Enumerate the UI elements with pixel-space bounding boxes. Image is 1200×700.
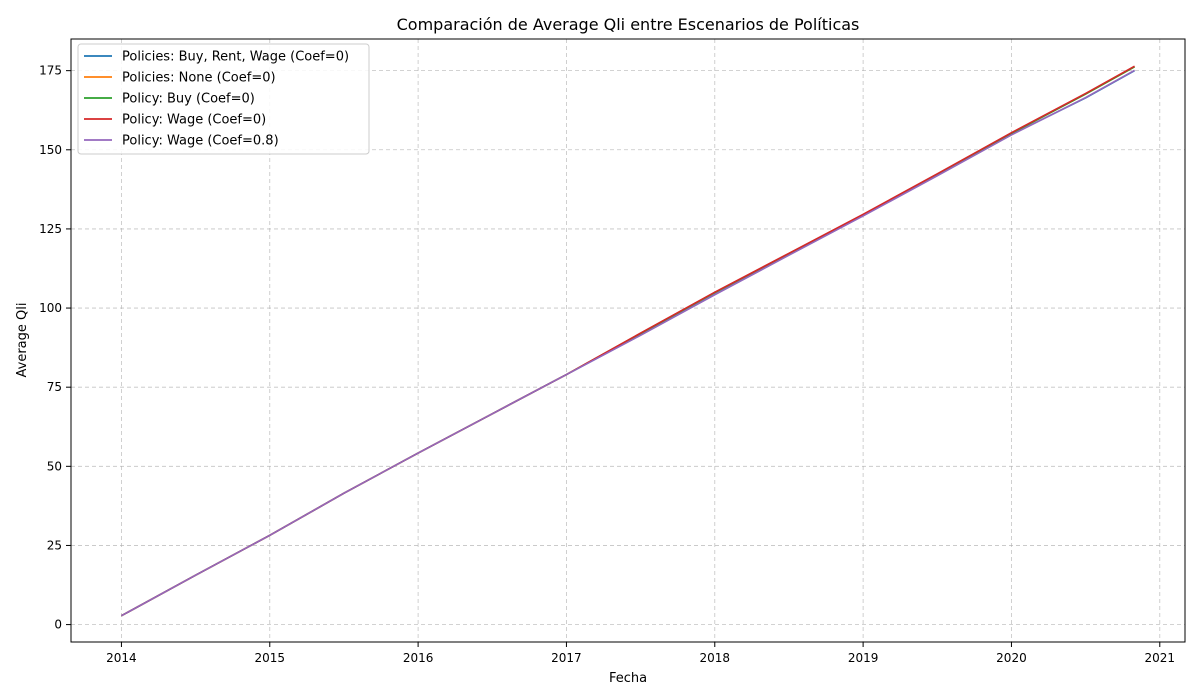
legend-label-5: Policy: Wage (Coef=0.8): [122, 134, 279, 149]
legend-label-4: Policy: Wage (Coef=0): [122, 113, 266, 128]
y-tick-label: 100: [39, 301, 62, 315]
x-tick-label: 2021: [1145, 651, 1176, 665]
y-tick-label: 50: [47, 459, 62, 473]
legend-label-2: Policies: None (Coef=0): [122, 71, 276, 86]
x-tick-label: 2020: [996, 651, 1027, 665]
y-tick-label: 175: [39, 64, 62, 78]
series-line-5: [121, 69, 1135, 617]
x-tick-label: 2014: [106, 651, 137, 665]
y-tick-label: 150: [39, 143, 62, 157]
y-tick-label: 25: [47, 538, 62, 552]
x-axis-label: Fecha: [609, 671, 647, 686]
chart-title: Comparación de Average Qli entre Escenar…: [397, 15, 860, 34]
plot-lines: [121, 65, 1135, 617]
x-tick-label: 2019: [848, 651, 879, 665]
plot-frame: [70, 38, 1186, 643]
legend-box: [77, 43, 370, 155]
x-axis-ticks: 2014 2015 2016 2017 2018 2019 2020 2021: [106, 642, 1175, 665]
x-tick-label: 2018: [700, 651, 731, 665]
y-axis-ticks: 0 25 50 75 100 125 150 175: [39, 64, 71, 632]
y-tick-label: 125: [39, 222, 62, 236]
y-tick-label: 75: [47, 380, 62, 394]
x-tick-label: 2016: [403, 651, 434, 665]
legend-label-1: Policies: Buy, Rent, Wage (Coef=0): [122, 50, 349, 65]
y-tick-label: 0: [54, 618, 62, 632]
x-tick-label: 2015: [254, 651, 285, 665]
legend: Policies: Buy, Rent, Wage (Coef=0) Polici…: [77, 43, 370, 155]
x-tick-label: 2017: [551, 651, 582, 665]
legend-label-3: Policy: Buy (Coef=0): [122, 92, 255, 107]
y-axis-label: Average Qli: [15, 303, 30, 378]
